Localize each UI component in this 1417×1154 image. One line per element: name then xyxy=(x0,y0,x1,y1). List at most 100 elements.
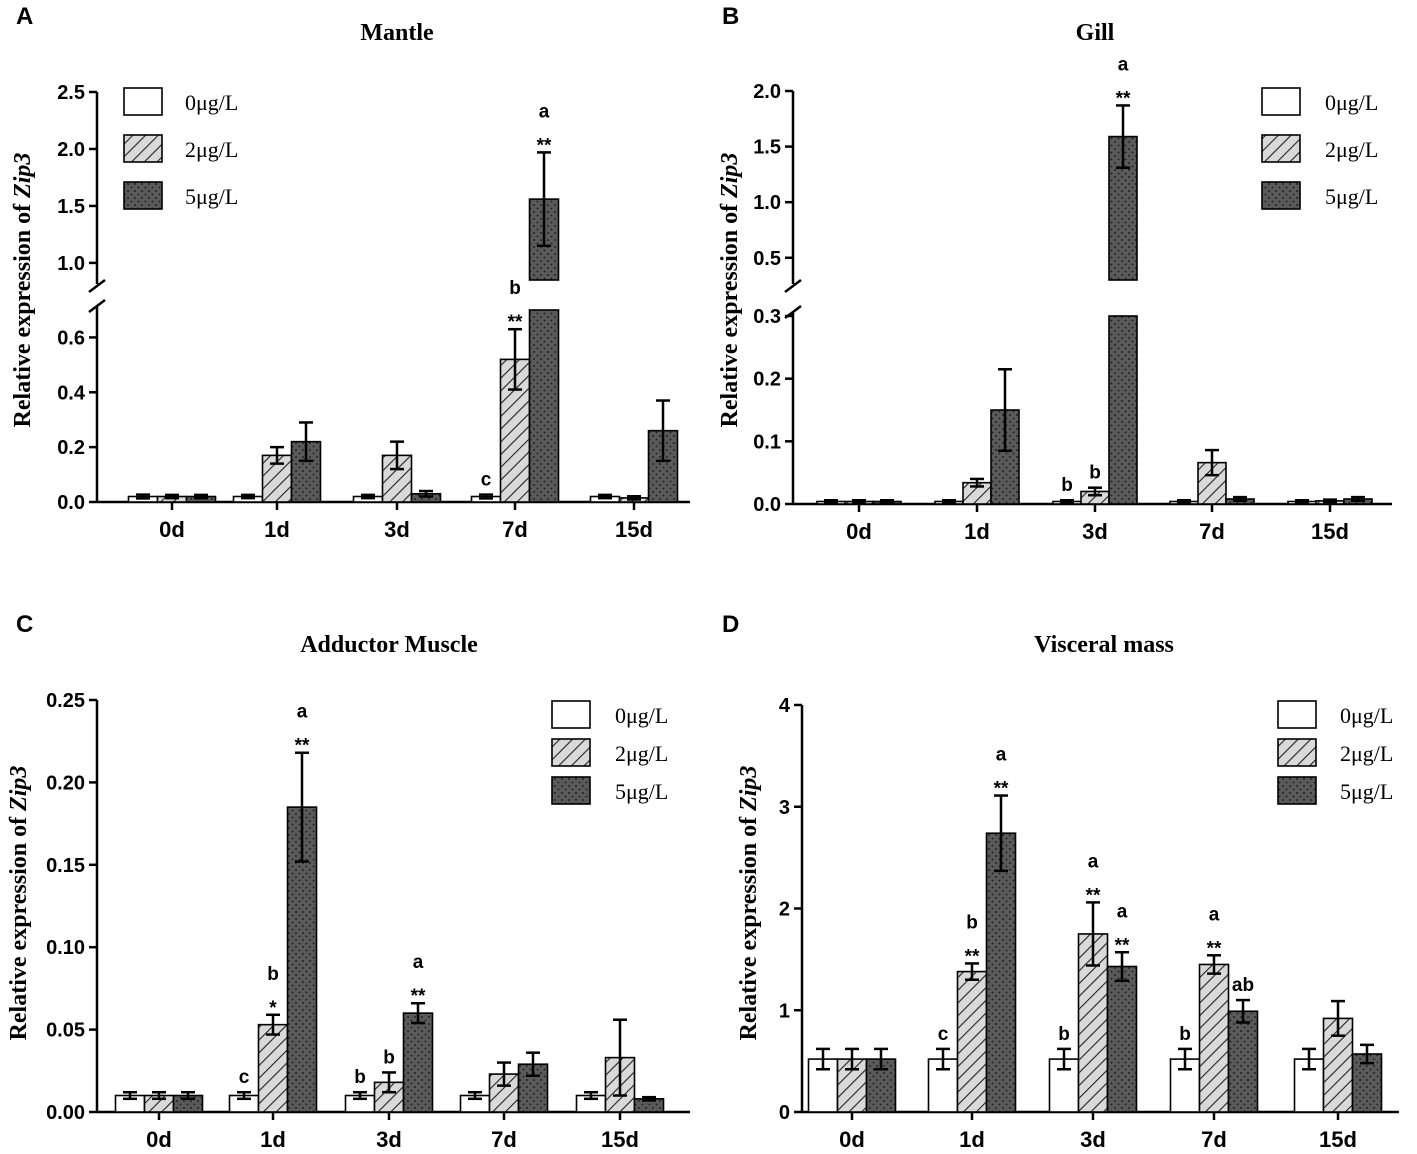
x-tick-label: 1d xyxy=(264,517,290,542)
y-tick-label: 2.0 xyxy=(753,81,781,103)
significance-label: ** xyxy=(1086,885,1101,906)
legend: 0μg/L 2μg/L 5μg/L xyxy=(123,87,238,210)
legend-swatch xyxy=(1261,134,1301,163)
y-tick-label: 0.2 xyxy=(57,437,85,459)
panel-letter: D xyxy=(722,611,739,638)
legend-swatch xyxy=(551,700,591,729)
significance-label: ** xyxy=(508,312,523,333)
legend-label: 5μg/L xyxy=(615,779,668,804)
legend-label: 5μg/L xyxy=(1325,184,1378,209)
x-tick-label: 7d xyxy=(491,1127,517,1152)
y-tick-label: 0.00 xyxy=(46,1102,85,1124)
bar xyxy=(1077,933,1109,1113)
significance-label: b xyxy=(1061,475,1073,496)
legend-swatch xyxy=(1261,87,1301,116)
y-tick-label: 2 xyxy=(779,899,790,921)
y-axis-label-prefix: Relative expression of xyxy=(6,811,32,1041)
panel-title: Mantle xyxy=(360,20,434,46)
x-tick-label: 7d xyxy=(502,517,528,542)
x-tick-label: 15d xyxy=(601,1127,639,1152)
significance-label: b xyxy=(1058,1024,1070,1045)
panel-letter: A xyxy=(16,3,33,30)
panel-title: Gill xyxy=(1076,20,1115,46)
x-tick-label: 0d xyxy=(839,1127,865,1152)
bar xyxy=(1108,315,1138,505)
legend-label: 2μg/L xyxy=(1340,741,1393,766)
bar xyxy=(1106,965,1138,1113)
legend-swatch xyxy=(1277,738,1317,767)
y-tick-label: 0.6 xyxy=(57,327,85,349)
significance-label: b xyxy=(354,1067,366,1088)
legend-swatch xyxy=(1277,700,1317,729)
y-tick-label: 0.2 xyxy=(753,369,781,391)
significance-label: c xyxy=(938,1024,949,1045)
x-tick-label: 7d xyxy=(1201,1127,1227,1152)
y-axis-label: Relative expression of Zip3 xyxy=(736,766,762,1041)
significance-label: ** xyxy=(1115,935,1130,956)
significance-label: b xyxy=(383,1047,395,1068)
significance-label: a xyxy=(1209,904,1220,925)
y-tick-label: 0.25 xyxy=(46,690,85,712)
legend-label: 5μg/L xyxy=(1340,779,1393,804)
x-tick-label: 0d xyxy=(846,519,872,544)
legend-label: 0μg/L xyxy=(185,90,238,115)
bar xyxy=(257,1023,289,1113)
x-tick-label: 1d xyxy=(959,1127,985,1152)
y-axis-label-gene: Zip3 xyxy=(10,153,36,199)
y-tick-label: 0.0 xyxy=(57,492,85,514)
bar xyxy=(956,970,988,1113)
significance-label: ** xyxy=(994,779,1009,800)
legend-label: 0μg/L xyxy=(615,703,668,728)
x-tick-label: 15d xyxy=(1319,1127,1357,1152)
x-tick-label: 7d xyxy=(1199,519,1225,544)
legend-label: 0μg/L xyxy=(1325,90,1378,115)
axis-break-mark xyxy=(784,279,802,293)
y-tick-label: 1.0 xyxy=(753,192,781,214)
legend-swatch xyxy=(1261,181,1301,210)
significance-label: b xyxy=(1089,463,1101,484)
y-axis-label-gene: Zip3 xyxy=(736,766,762,812)
bar xyxy=(985,832,1017,1113)
y-tick-label: 0.4 xyxy=(57,382,86,404)
panel-letter: B xyxy=(722,3,739,30)
y-tick-label: 1 xyxy=(779,1000,790,1022)
y-tick-label: 1.5 xyxy=(753,137,781,159)
legend-swatch xyxy=(123,181,163,210)
legend: 0μg/L 2μg/L 5μg/L xyxy=(1261,87,1378,210)
significance-label: * xyxy=(269,998,277,1019)
significance-label: ** xyxy=(295,736,310,757)
panel-b: B Gill 0.0 0.1 0.2 0.3 0.5 1.0 1.5 2.0 0d 1d 3d 7d 15d… xyxy=(717,3,1392,544)
y-tick-label: 1.0 xyxy=(57,253,85,275)
legend-swatch xyxy=(551,738,591,767)
y-tick-label: 1.5 xyxy=(57,196,85,218)
y-tick-label: 2.5 xyxy=(57,82,85,104)
y-axis-label-prefix: Relative expression of xyxy=(717,198,743,428)
legend-swatch xyxy=(1277,776,1317,805)
legend-swatch xyxy=(551,776,591,805)
bar xyxy=(402,1012,434,1113)
x-tick-label: 1d xyxy=(260,1127,286,1152)
legend-label: 0μg/L xyxy=(1340,703,1393,728)
significance-label: ** xyxy=(537,135,552,156)
y-axis-label-prefix: Relative expression of xyxy=(736,811,762,1041)
x-tick-label: 3d xyxy=(384,517,410,542)
y-axis-label: Relative expression of Zip3 xyxy=(717,153,743,428)
y-tick-label: 4 xyxy=(779,695,791,717)
panel-title: Visceral mass xyxy=(1034,632,1174,658)
x-tick-label: 15d xyxy=(1311,519,1349,544)
significance-label: a xyxy=(1117,901,1128,922)
significance-label: b xyxy=(966,912,978,933)
significance-label: b xyxy=(1179,1024,1191,1045)
x-tick-label: 1d xyxy=(964,519,990,544)
y-axis-label-gene: Zip3 xyxy=(717,153,743,199)
legend-label: 2μg/L xyxy=(1325,137,1378,162)
x-tick-label: 0d xyxy=(146,1127,172,1152)
y-tick-label: 0 xyxy=(779,1102,790,1124)
y-tick-label: 0.05 xyxy=(46,1020,85,1042)
legend-label: 2μg/L xyxy=(615,741,668,766)
legend-swatch xyxy=(123,134,163,163)
significance-label: c xyxy=(239,1067,250,1088)
significance-label: ** xyxy=(1207,938,1222,959)
x-tick-label: 15d xyxy=(615,517,653,542)
